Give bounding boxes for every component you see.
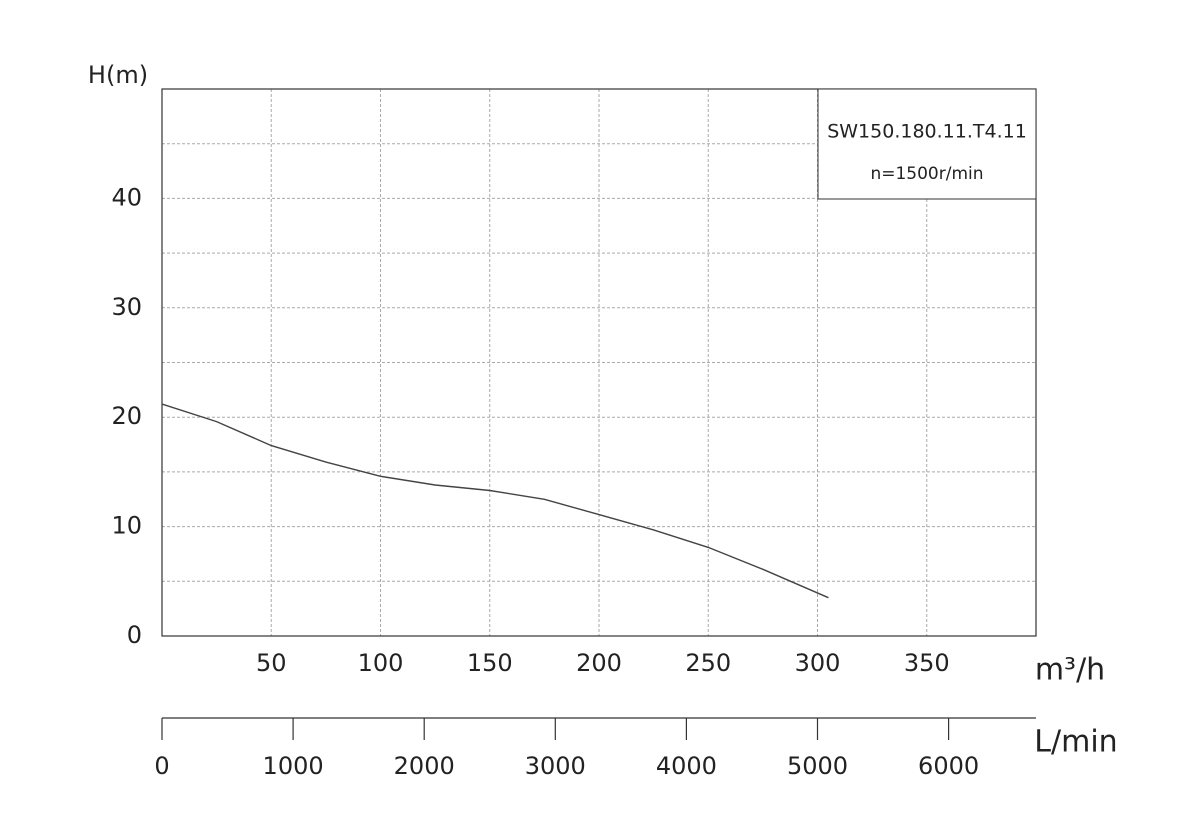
x2-tick-label: 1000 [263, 752, 324, 780]
y-tick-label: 30 [111, 293, 142, 321]
x-tick-label: 200 [576, 649, 622, 677]
legend-title: SW150.180.11.T4.11 [827, 121, 1027, 143]
x-tick-label: 300 [795, 649, 841, 677]
x-tick-label: 350 [904, 649, 950, 677]
curve [161, 403, 829, 599]
x-tick-label: 100 [358, 649, 404, 677]
y-tick-label: 0 [127, 621, 142, 649]
x2-tick-label: 6000 [918, 752, 979, 780]
legend-box [817, 88, 1037, 200]
x-tick-label: 250 [685, 649, 731, 677]
x-axis-label: m³/h [1035, 653, 1105, 688]
y-axis-label: H(m) [88, 61, 148, 89]
x-tick-label: 50 [256, 649, 287, 677]
legend-subtitle: n=1500r/min [870, 164, 983, 184]
x2-tick-label: 0 [154, 752, 169, 780]
x2-tick-label: 2000 [394, 752, 455, 780]
x2-tick-label: 5000 [787, 752, 848, 780]
x-tick-label: 150 [467, 649, 513, 677]
y-tick-label: 40 [111, 183, 142, 211]
x2-tick-label: 4000 [656, 752, 717, 780]
x2-axis-label: L/min [1034, 725, 1117, 760]
y-tick-label: 10 [111, 512, 142, 540]
x2-tick-label: 3000 [525, 752, 586, 780]
plot-frame [161, 88, 1037, 637]
y-tick-label: 20 [111, 402, 142, 430]
